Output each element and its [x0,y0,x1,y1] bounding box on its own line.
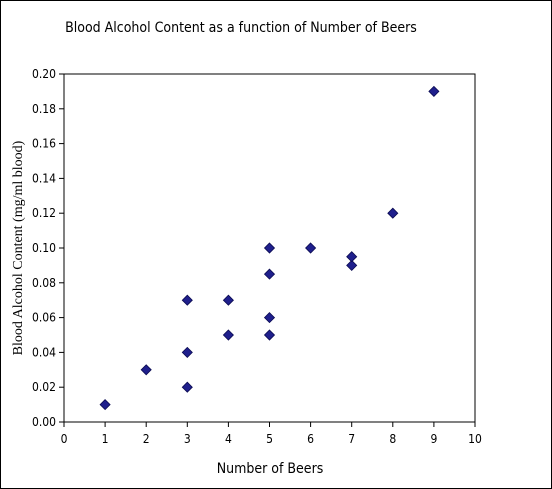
x-tick-label: 4 [225,432,232,446]
data-point [346,251,358,263]
data-point [387,207,399,219]
x-tick-label: 10 [468,432,482,446]
data-point [222,329,234,341]
data-point [222,294,234,306]
x-axis: 0 1 2 3 4 5 6 7 8 9 10 [61,422,482,446]
data-point [428,85,440,97]
x-tick-label: 2 [143,432,150,446]
y-tick-label: 0.14 [32,171,56,185]
x-tick-label: 5 [266,432,273,446]
y-tick-label: 0.08 [32,276,56,290]
data-point [263,312,276,324]
data-point [346,259,358,271]
x-tick-label: 0 [61,432,68,446]
y-axis-label: Blood Alcohol Content (mg/ml blood) [11,140,26,355]
x-tick-label: 7 [348,432,355,446]
y-tick-label: 0.18 [32,102,56,116]
data-point [263,268,276,280]
data-points [99,85,440,411]
x-tick-label: 9 [430,432,437,446]
data-point [305,242,317,254]
y-tick-label: 0.10 [32,241,56,255]
y-axis: 0.00 0.02 0.04 0.06 0.08 0.10 0.12 0.14 0.16 0.18… [32,67,64,429]
data-point [263,329,276,341]
y-tick-label: 0.00 [32,415,56,429]
x-tick-label: 8 [389,432,396,446]
data-point [181,346,193,358]
data-point [263,242,276,254]
x-tick-label: 6 [307,432,314,446]
data-point [181,294,193,306]
data-point [181,381,193,393]
x-tick-label: 3 [184,432,191,446]
x-tick-label: 1 [102,432,109,446]
x-axis-label: Number of Beers [217,461,324,477]
y-tick-label: 0.16 [32,137,56,151]
data-point [140,364,152,376]
data-point [99,399,111,411]
y-tick-label: 0.06 [32,311,56,325]
y-tick-label: 0.20 [32,67,56,81]
y-tick-label: 0.04 [32,345,56,359]
y-tick-label: 0.02 [32,380,56,394]
chart-title: Blood Alcohol Content as a function of N… [65,20,417,36]
y-tick-label: 0.12 [32,206,56,220]
